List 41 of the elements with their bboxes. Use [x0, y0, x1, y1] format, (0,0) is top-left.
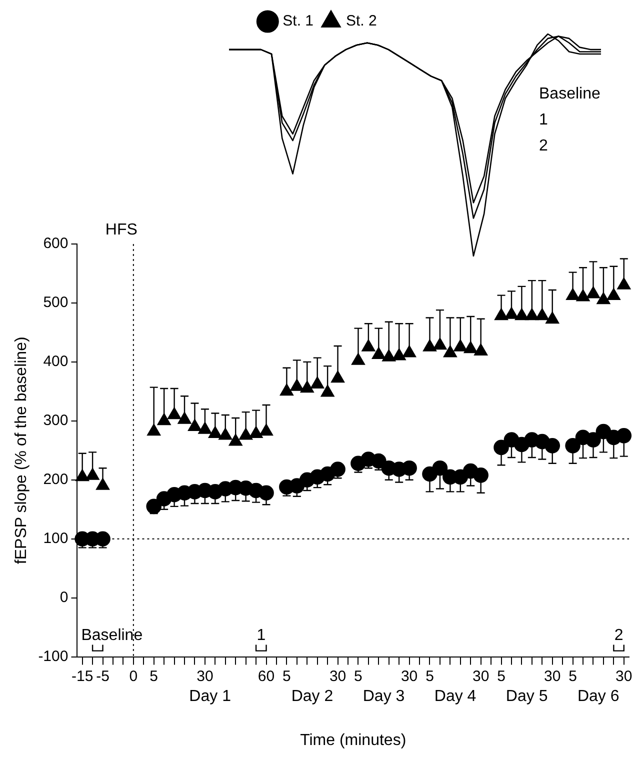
x-tick-label: -15: [71, 668, 94, 685]
x-tick-label: 0: [129, 668, 138, 685]
x-tick-label: 5: [354, 668, 362, 685]
x-tick-label: 30: [400, 668, 418, 685]
x-tick-label: 30: [544, 668, 561, 685]
annotation: 2: [614, 627, 624, 644]
y-tick-label: 600: [43, 235, 68, 252]
text: Day 5: [506, 688, 548, 706]
x-tick-label: 5: [150, 668, 158, 685]
text: Day 3: [362, 688, 405, 706]
x-axis-title: Time (minutes): [300, 732, 406, 749]
text: Day 1: [189, 688, 232, 706]
y-axis-title: fEPSP slope (% of the baseline): [13, 336, 30, 564]
x-tick-label: -5: [96, 668, 110, 685]
x-tick-label: 5: [568, 668, 577, 685]
annotation: Baseline: [81, 627, 143, 644]
x-tick-label: 5: [426, 668, 434, 685]
text: Day 4: [434, 688, 476, 706]
x-tick-label: 30: [616, 668, 632, 685]
ref-line-label: HFS: [105, 221, 138, 238]
y-tick-label: 200: [43, 471, 68, 488]
y-tick-label: 300: [43, 412, 68, 430]
x-tick-label: 30: [472, 668, 490, 685]
text: 1: [539, 111, 548, 128]
text: Day 2: [291, 688, 334, 706]
y-tick-label: 500: [43, 294, 68, 312]
x-tick-label: 30: [196, 668, 214, 685]
x-tick-label: 5: [497, 668, 506, 685]
x-tick-label: 60: [258, 668, 275, 685]
legend-label: St. 2: [346, 12, 377, 30]
text: 2: [539, 137, 548, 154]
text: Day 6: [577, 688, 620, 706]
y-tick-label: 100: [43, 530, 68, 547]
x-tick-label: 30: [329, 668, 346, 685]
legend-label: St. 1: [282, 12, 314, 30]
y-tick-label: -100: [38, 648, 68, 665]
annotation: 1: [256, 627, 266, 644]
y-tick-label: 0: [60, 588, 68, 606]
x-tick-label: 5: [282, 668, 291, 685]
y-tick-label: 400: [43, 353, 68, 370]
series-label: Baseline: [539, 85, 600, 102]
